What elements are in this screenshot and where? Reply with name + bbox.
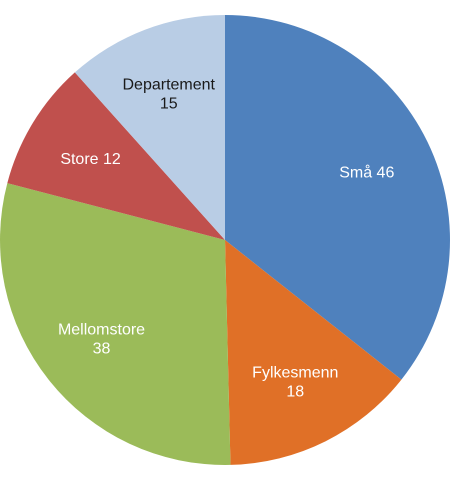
pie-labels: Små 46 Fylkesmenn 18 Mellomstore 38 Store 12 D… — [58, 76, 395, 400]
pie-slice-mellomstore — [0, 183, 231, 465]
slice-label-departement: Departement 15 — [122, 76, 215, 112]
slice-label-fylkesmenn: Fylkesmenn 18 — [252, 364, 338, 400]
slice-label-sma: Små 46 — [339, 163, 394, 181]
pie-slice-departement — [74, 14, 225, 240]
slice-label-mellomstore: Mellomstore 38 — [58, 321, 145, 357]
pie-slice-fylkesmenn — [225, 240, 402, 465]
pie-slice-sma — [225, 15, 450, 380]
slice-label-store: Store 12 — [60, 151, 121, 168]
pie-slice-store — [7, 72, 225, 241]
pie-slices — [0, 14, 450, 465]
